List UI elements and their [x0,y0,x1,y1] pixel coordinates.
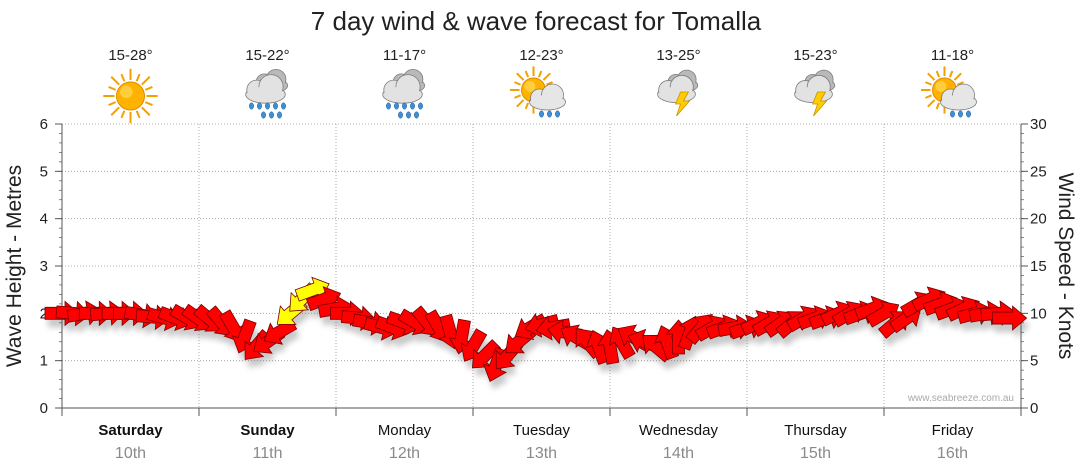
day-header-wednesday: 13-25° [656,47,701,117]
day-header-saturday: 15-28° [103,47,158,124]
day-date-thursday: 15th [800,445,831,462]
wind-arrow [460,328,488,362]
sun-shower-icon [509,66,566,118]
wind-arrow [219,309,246,343]
day-name-sunday: Sunday [240,422,295,439]
lightning-bolt [811,91,828,117]
day-header-thursday: 15-23° [793,47,838,117]
day-header-tuesday: 12-23° [509,47,566,118]
day-name-thursday: Thursday [784,422,847,439]
temp-range: 12-23° [519,47,563,64]
day-name-monday: Monday [378,422,432,439]
y-tick-label: 3 [40,258,48,275]
temp-range: 15-22° [245,47,289,64]
y2-tick-label: 30 [1030,116,1047,133]
temp-range: 15-28° [108,47,152,64]
temp-range: 15-23° [793,47,837,64]
storm-icon [657,69,699,117]
day-date-saturday: 10th [115,445,146,462]
day-date-friday: 16th [937,445,968,462]
y2-tick-label: 20 [1030,211,1047,228]
sun-shape [103,68,158,124]
day-date-wednesday: 14th [663,445,694,462]
day-name-saturday: Saturday [98,422,163,439]
rain-icon [382,69,426,119]
day-header-sunday: 15-22° [245,47,290,119]
rain-icon [245,69,289,119]
day-date-monday: 12th [389,445,420,462]
sun-shower-icon [920,66,977,118]
cloud-shape [245,74,286,104]
day-name-friday: Friday [932,422,974,439]
y2-tick-label: 0 [1030,400,1038,417]
day-header-monday: 11-17° [382,47,426,119]
temp-range: 11-17° [383,47,426,64]
chart-grid [62,123,1021,408]
wind-arrow-shadow [267,326,300,353]
day-date-sunday: 11th [253,445,283,462]
y2-tick-label: 10 [1030,305,1047,322]
rain-drops [386,102,423,119]
arrow-shadows [48,285,1030,390]
storm-icon [794,69,836,117]
y-tick-label: 2 [40,305,48,322]
cloud-shape [382,74,423,104]
day-name-wednesday: Wednesday [639,422,718,439]
y-tick-label: 1 [40,353,48,370]
wind-arrow [471,339,502,369]
y-tick-label: 0 [40,400,48,417]
y-axis-title: Wave Height - Metres [3,165,26,367]
chart-axes: 0 1 2 3 4 5 6 0 5 10 15 20 25 30 [40,116,1047,417]
rain-drops [539,110,560,118]
day-name-tuesday: Tuesday [513,422,570,439]
y2-tick-label: 5 [1030,353,1038,370]
lightning-bolt [674,91,691,117]
day-weather-headers: 15-28° 15-22° 11-17° 12-23° 13-25° 15-23° 11-1… [103,47,977,124]
rain-drops [249,102,286,119]
chart-title: 7 day wind & wave forecast for Tomalla [311,6,762,36]
wind-arrows [44,276,1028,382]
temp-range: 11-18° [931,47,974,64]
temp-range: 13-25° [656,47,700,64]
y2-tick-label: 15 [1030,258,1047,275]
day-date-tuesday: 13th [526,445,557,462]
y-tick-label: 4 [40,211,48,228]
cloud-shape [657,74,696,103]
wind-arrow [992,305,1028,331]
cloud-shape [940,83,977,111]
cloud-shape [794,74,833,103]
y2-tick-label: 25 [1030,163,1047,180]
y-tick-label: 5 [40,163,48,180]
y2-axis-title: Wind Speed - Knots [1054,173,1077,360]
y-tick-label: 6 [40,116,48,133]
cloud-shape [529,83,566,111]
sunny-icon [103,68,158,124]
site-credit: www.seabreeze.com.au [907,393,1014,404]
day-axis-labels: Saturday 10th Sunday 11th Monday 12th Tuesday 1… [98,422,973,462]
day-header-friday: 11-18° [920,47,977,118]
rain-drops [950,110,971,118]
